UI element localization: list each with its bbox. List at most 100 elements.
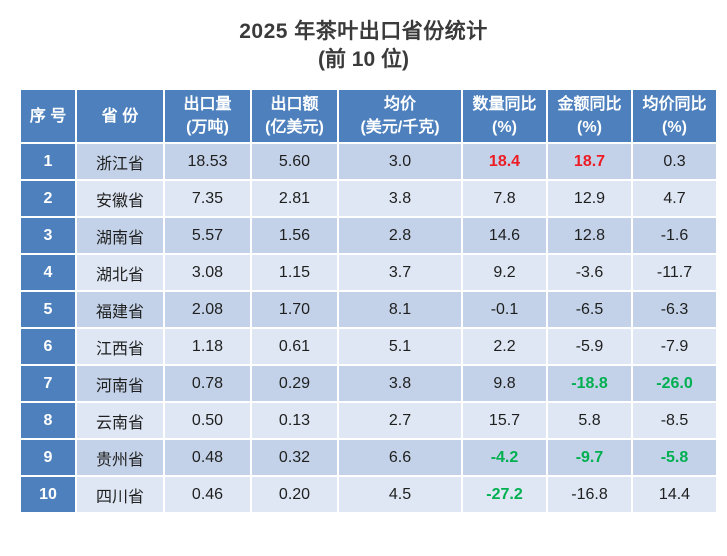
rank-cell: 8: [19, 401, 77, 440]
export-value-cell: 0.61: [250, 327, 339, 366]
volume-yoy-cell: 7.8: [461, 179, 548, 218]
header-cell-rank: 序 号: [19, 88, 77, 144]
header-cell-province: 省 份: [75, 88, 165, 144]
table-row: 1 浙江省 18.53 5.60 3.0 18.4 18.7 0.3: [19, 142, 718, 181]
export-value-cell: 0.13: [250, 401, 339, 440]
export-volume-cell: 5.57: [163, 216, 252, 255]
province-cell: 福建省: [75, 290, 165, 329]
export-value-cell: 0.32: [250, 438, 339, 477]
export-volume-cell: 7.35: [163, 179, 252, 218]
price-yoy-cell: -6.3: [631, 290, 718, 329]
price-yoy-cell: -8.5: [631, 401, 718, 440]
export-volume-cell: 1.18: [163, 327, 252, 366]
province-cell: 云南省: [75, 401, 165, 440]
export-volume-cell: 0.78: [163, 364, 252, 403]
header-row: 序 号 省 份 出口量 (万吨) 出口额 (亿美元) 均价 (美元/千克) 数量同比(…: [19, 88, 718, 144]
rank-cell: 5: [19, 290, 77, 329]
page-subtitle: (前 10 位): [317, 48, 409, 71]
volume-yoy-cell: 18.4: [461, 142, 548, 181]
volume-yoy-cell: 2.2: [461, 327, 548, 366]
value-yoy-cell: -3.6: [546, 253, 633, 292]
price-yoy-cell: 14.4: [631, 475, 718, 514]
export-value-cell: 0.20: [250, 475, 339, 514]
export-volume-cell: 0.48: [163, 438, 252, 477]
table-row: 9 贵州省 0.48 0.32 6.6 -4.2 -9.7 -5.8: [19, 438, 718, 477]
volume-yoy-cell: 14.6: [461, 216, 548, 255]
rank-cell: 6: [19, 327, 77, 366]
volume-yoy-cell: -27.2: [461, 475, 548, 514]
avg-price-cell: 8.1: [337, 290, 463, 329]
header-cell-value-yoy: 金额同比 (%): [546, 88, 633, 144]
value-yoy-cell: 18.7: [546, 142, 633, 181]
page-title: 2025 年茶叶出口省份统计: [239, 20, 488, 43]
header-cell-price-yoy: 均价同比 (%): [631, 88, 718, 144]
volume-yoy-cell: 9.2: [461, 253, 548, 292]
export-volume-cell: 3.08: [163, 253, 252, 292]
value-yoy-cell: 12.8: [546, 216, 633, 255]
avg-price-cell: 4.5: [337, 475, 463, 514]
avg-price-cell: 3.8: [337, 364, 463, 403]
value-yoy-cell: 5.8: [546, 401, 633, 440]
export-value-cell: 2.81: [250, 179, 339, 218]
volume-yoy-cell: -4.2: [461, 438, 548, 477]
province-cell: 安徽省: [75, 179, 165, 218]
rank-cell: 10: [19, 475, 77, 514]
export-value-cell: 5.60: [250, 142, 339, 181]
table-row: 3 湖南省 5.57 1.56 2.8 14.6 12.8 -1.6: [19, 216, 718, 255]
volume-yoy-cell: 9.8: [461, 364, 548, 403]
rank-cell: 4: [19, 253, 77, 292]
price-yoy-cell: -7.9: [631, 327, 718, 366]
header-cell-export-volume: 出口量 (万吨): [163, 88, 252, 144]
table-row: 6 江西省 1.18 0.61 5.1 2.2 -5.9 -7.9: [19, 327, 718, 366]
table-row: 2 安徽省 7.35 2.81 3.8 7.8 12.9 4.7: [19, 179, 718, 218]
table-row: 8 云南省 0.50 0.13 2.7 15.7 5.8 -8.5: [19, 401, 718, 440]
value-yoy-cell: -6.5: [546, 290, 633, 329]
avg-price-cell: 5.1: [337, 327, 463, 366]
avg-price-cell: 6.6: [337, 438, 463, 477]
page-title-block: 2025 年茶叶出口省份统计 (前 10 位): [0, 18, 727, 73]
rank-cell: 9: [19, 438, 77, 477]
price-yoy-cell: -1.6: [631, 216, 718, 255]
table-row: 10 四川省 0.46 0.20 4.5 -27.2 -16.8 14.4: [19, 475, 718, 514]
avg-price-cell: 3.7: [337, 253, 463, 292]
header-cell-export-value: 出口额 (亿美元): [250, 88, 339, 144]
province-cell: 江西省: [75, 327, 165, 366]
value-yoy-cell: -9.7: [546, 438, 633, 477]
header-cell-volume-yoy: 数量同比 (%): [461, 88, 548, 144]
rank-cell: 3: [19, 216, 77, 255]
price-yoy-cell: -26.0: [631, 364, 718, 403]
value-yoy-cell: -5.9: [546, 327, 633, 366]
export-value-cell: 1.15: [250, 253, 339, 292]
value-yoy-cell: -18.8: [546, 364, 633, 403]
volume-yoy-cell: -0.1: [461, 290, 548, 329]
table-body: 1 浙江省 18.53 5.60 3.0 18.4 18.7 0.3 2 安徽省…: [19, 142, 718, 514]
export-volume-cell: 0.50: [163, 401, 252, 440]
price-yoy-cell: -11.7: [631, 253, 718, 292]
value-yoy-cell: 12.9: [546, 179, 633, 218]
price-yoy-cell: -5.8: [631, 438, 718, 477]
rank-cell: 1: [19, 142, 77, 181]
avg-price-cell: 3.8: [337, 179, 463, 218]
province-cell: 河南省: [75, 364, 165, 403]
export-value-cell: 1.70: [250, 290, 339, 329]
province-cell: 湖北省: [75, 253, 165, 292]
table-header: 序 号 省 份 出口量 (万吨) 出口额 (亿美元) 均价 (美元/千克) 数量同比(…: [19, 88, 718, 144]
export-value-cell: 1.56: [250, 216, 339, 255]
province-cell: 四川省: [75, 475, 165, 514]
export-volume-cell: 0.46: [163, 475, 252, 514]
avg-price-cell: 3.0: [337, 142, 463, 181]
export-value-cell: 0.29: [250, 364, 339, 403]
province-cell: 贵州省: [75, 438, 165, 477]
table-row: 4 湖北省 3.08 1.15 3.7 9.2 -3.6 -11.7: [19, 253, 718, 292]
export-volume-cell: 18.53: [163, 142, 252, 181]
volume-yoy-cell: 15.7: [461, 401, 548, 440]
province-cell: 湖南省: [75, 216, 165, 255]
table-row: 5 福建省 2.08 1.70 8.1 -0.1 -6.5 -6.3: [19, 290, 718, 329]
header-cell-avg-price: 均价 (美元/千克): [337, 88, 463, 144]
export-volume-cell: 2.08: [163, 290, 252, 329]
price-yoy-cell: 4.7: [631, 179, 718, 218]
price-yoy-cell: 0.3: [631, 142, 718, 181]
rank-cell: 7: [19, 364, 77, 403]
value-yoy-cell: -16.8: [546, 475, 633, 514]
avg-price-cell: 2.7: [337, 401, 463, 440]
